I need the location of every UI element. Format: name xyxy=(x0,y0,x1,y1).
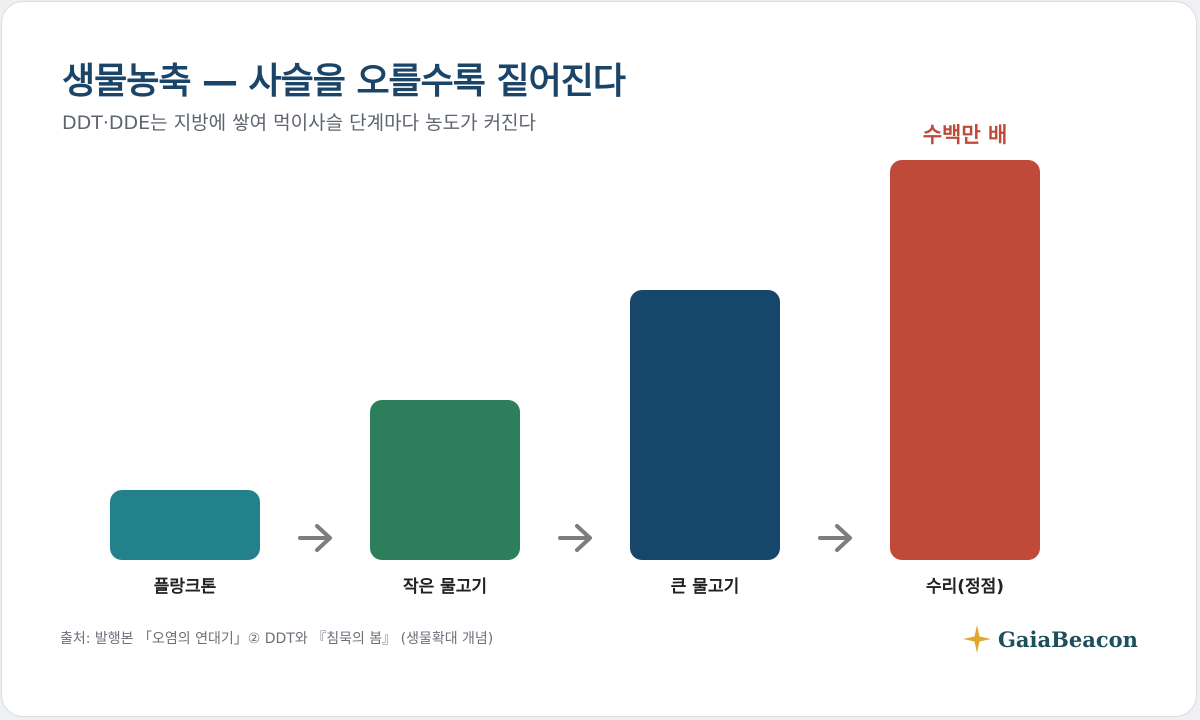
category-label-2: 작은 물고기 xyxy=(403,577,487,597)
bar-3 xyxy=(630,290,780,560)
bar-2 xyxy=(370,400,520,560)
flow-arrow-icon xyxy=(298,524,332,552)
category-label-3: 큰 물고기 xyxy=(671,577,739,597)
compass-star-icon xyxy=(963,625,991,653)
flow-arrow-icon xyxy=(558,524,592,552)
brand-name: GaiaBeacon xyxy=(998,626,1138,652)
bar-1 xyxy=(110,490,260,560)
chart-subtitle: DDT·DDE는 지방에 쌓여 먹이사슬 단계마다 농도가 커진다 xyxy=(62,112,537,134)
flow-arrow-icon xyxy=(818,524,852,552)
bar-4 xyxy=(890,160,1040,560)
category-label-4: 수리(정점) xyxy=(926,577,1004,597)
top-annotation: 수백만 배 xyxy=(923,123,1008,147)
chart-title: 생물농축 — 사슬을 오를수록 짙어진다 xyxy=(62,61,626,102)
category-label-1: 플랑크톤 xyxy=(154,577,217,597)
source-note: 출처: 발행본 「오염의 연대기」② DDT와 『침묵의 봄』 (생물확대 개념… xyxy=(60,631,494,647)
brand-logo: GaiaBeacon xyxy=(962,622,1138,656)
